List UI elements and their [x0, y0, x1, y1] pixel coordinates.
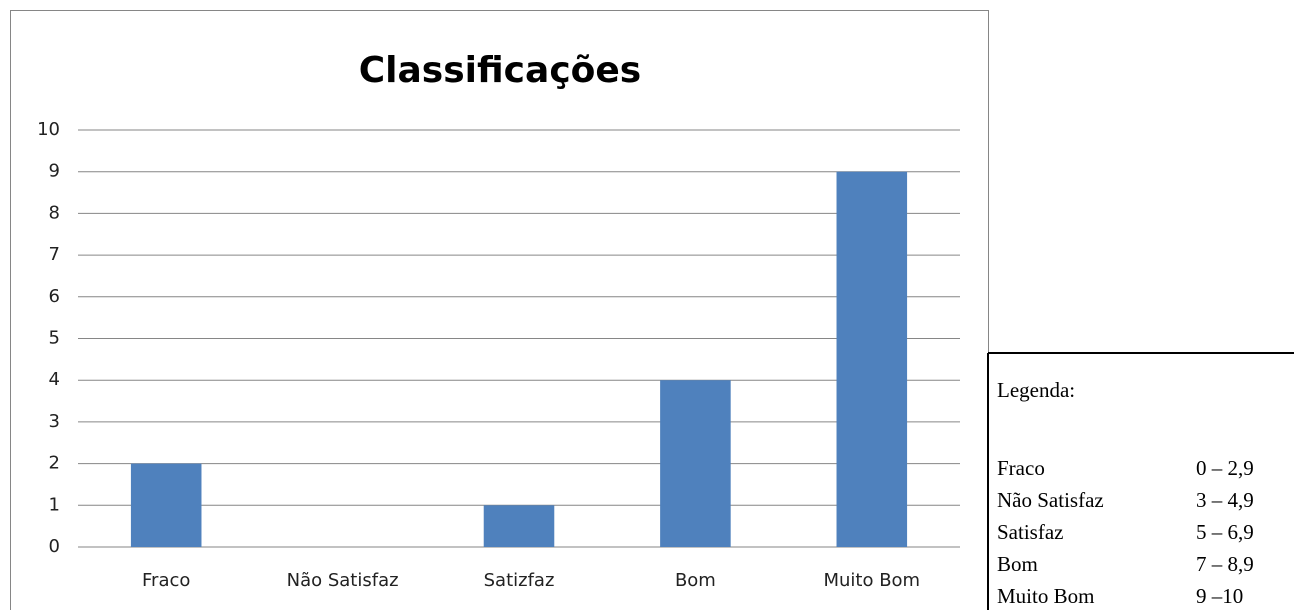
y-tick-label: 1	[49, 494, 60, 515]
legend-range: 5 – 6,9	[1196, 520, 1254, 544]
legend-range: 0 – 2,9	[1196, 456, 1254, 480]
x-tick-label: Fraco	[142, 570, 190, 591]
y-tick-label: 3	[49, 411, 60, 432]
bar	[130, 463, 202, 547]
y-tick-label: 6	[49, 286, 60, 307]
legend-range: 7 – 8,9	[1196, 552, 1254, 576]
y-tick-label: 4	[49, 369, 60, 390]
y-tick-label: 9	[49, 161, 60, 182]
x-tick-label: Muito Bom	[823, 570, 920, 591]
x-tick-label: Bom	[675, 570, 716, 591]
y-tick-label: 0	[49, 536, 60, 557]
x-tick-label: Não Satisfaz	[287, 570, 399, 591]
legend-name: Bom	[997, 552, 1038, 576]
legend-title: Legenda:	[997, 378, 1075, 402]
y-tick-label: 10	[37, 119, 60, 140]
y-tick-label: 5	[49, 328, 60, 349]
x-tick-label: Satizfaz	[484, 570, 555, 591]
legend-name: Não Satisfaz	[997, 488, 1104, 512]
bar	[836, 171, 908, 547]
bar	[660, 380, 731, 547]
legend-name: Fraco	[997, 456, 1045, 480]
legend-name: Muito Bom	[997, 584, 1094, 608]
bar	[483, 505, 555, 547]
y-tick-label: 7	[49, 244, 60, 265]
y-tick-label: 2	[49, 453, 60, 474]
legend-range: 9 –10	[1196, 584, 1243, 608]
y-tick-label: 8	[49, 202, 60, 223]
legend-range: 3 – 4,9	[1196, 488, 1254, 512]
legend-name: Satisfaz	[997, 520, 1063, 544]
chart-title: Classificações	[359, 50, 641, 91]
